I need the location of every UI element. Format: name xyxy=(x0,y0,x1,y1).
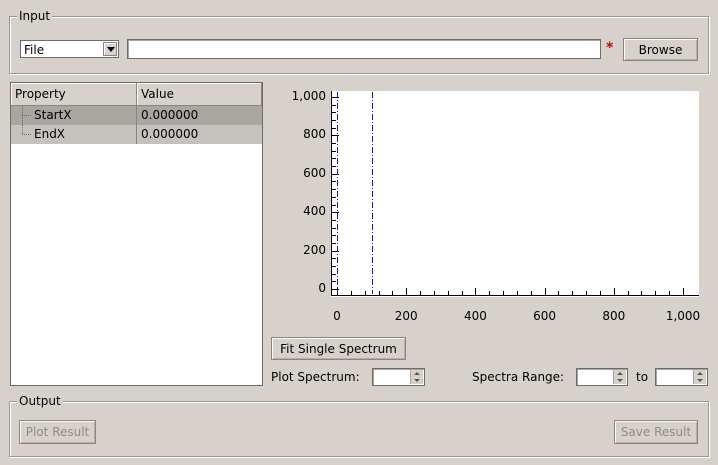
column-header-value[interactable]: Value xyxy=(137,83,262,105)
y-tick-label: 800 xyxy=(303,127,326,142)
spin-up-icon[interactable] xyxy=(414,372,420,375)
input-group-title: Input xyxy=(17,9,53,23)
chevron-down-icon[interactable] xyxy=(103,42,117,56)
spin-buttons[interactable] xyxy=(693,370,706,384)
spin-buttons[interactable] xyxy=(410,370,423,384)
spectra-range-label: Spectra Range: xyxy=(472,370,565,384)
y-tick-label: 400 xyxy=(303,204,326,219)
y-tick-label: 600 xyxy=(303,165,326,180)
table-header: Property Value xyxy=(11,83,262,106)
save-result-button[interactable]: Save Result xyxy=(614,420,698,444)
source-combo-value: File xyxy=(24,43,45,57)
x-tick-label: 800 xyxy=(602,309,626,323)
spectra-range-from-spinbox[interactable] xyxy=(576,368,628,386)
x-tick-label: 600 xyxy=(533,309,557,323)
spin-down-icon[interactable] xyxy=(697,379,703,382)
output-group xyxy=(9,401,709,457)
spin-up-icon[interactable] xyxy=(697,372,703,375)
column-divider xyxy=(136,106,137,144)
required-marker: * xyxy=(606,40,614,56)
plot-spectrum-label: Plot Spectrum: xyxy=(271,370,360,384)
property-cell: StartX xyxy=(34,108,72,122)
spectrum-plot-canvas[interactable] xyxy=(331,91,699,297)
input-group xyxy=(9,16,709,74)
value-cell[interactable]: 0.000000 xyxy=(141,108,199,122)
property-table: Property Value StartX 0.000000 EndX 0.00… xyxy=(10,82,263,386)
spin-up-icon[interactable] xyxy=(617,372,623,375)
source-combo[interactable]: File xyxy=(20,40,119,58)
y-tick-label: 200 xyxy=(303,242,326,257)
spin-down-icon[interactable] xyxy=(617,379,623,382)
spin-buttons[interactable] xyxy=(613,370,626,384)
property-cell: EndX xyxy=(34,127,66,141)
plot-result-button[interactable]: Plot Result xyxy=(19,420,96,444)
browse-button[interactable]: Browse xyxy=(623,38,698,61)
output-group-title: Output xyxy=(17,394,63,408)
fit-single-spectrum-button[interactable]: Fit Single Spectrum xyxy=(271,337,406,360)
column-header-property[interactable]: Property xyxy=(11,83,137,105)
x-tick-label: 200 xyxy=(394,309,418,323)
plot-spectrum-spinbox[interactable] xyxy=(372,368,425,386)
spectra-range-to-spinbox[interactable] xyxy=(655,368,708,386)
spin-down-icon[interactable] xyxy=(414,379,420,382)
to-label: to xyxy=(636,370,649,384)
x-tick-label: 400 xyxy=(463,309,487,323)
y-tick-label: 0 xyxy=(318,281,326,295)
value-cell[interactable]: 0.000000 xyxy=(141,127,199,141)
file-path-input[interactable] xyxy=(127,39,601,59)
x-tick-label: 0 xyxy=(333,309,341,323)
x-tick-label: 1,000 xyxy=(665,309,701,323)
y-tick-label: 1,000 xyxy=(291,89,326,103)
